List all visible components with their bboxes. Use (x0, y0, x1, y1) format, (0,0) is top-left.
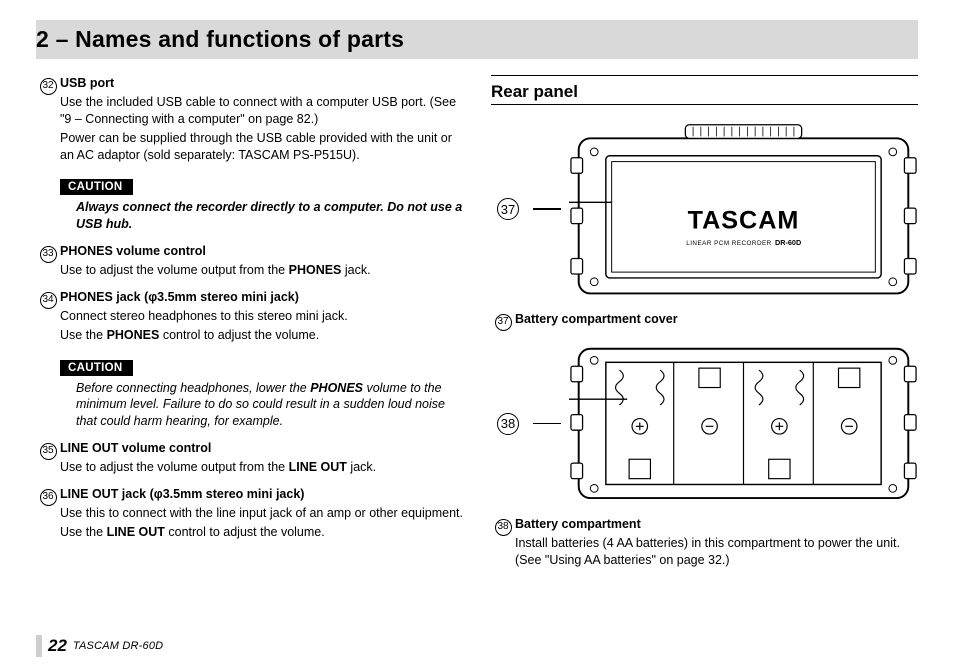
caution-text: Always connect the recorder directly to … (76, 199, 463, 233)
svg-text:LINEAR PCM RECORDER: LINEAR PCM RECORDER (686, 240, 771, 247)
item-number: 34 (40, 292, 57, 309)
item-head: USB port (60, 76, 114, 90)
callout-38: 38 (497, 413, 519, 435)
chapter-title-bar: 2 – Names and functions of parts (36, 20, 918, 59)
caution-text: Before connecting headphones, lower the … (76, 380, 463, 431)
caution-label: CAUTION (60, 179, 133, 195)
item-number: 35 (40, 443, 57, 460)
item-number: 37 (495, 314, 512, 331)
item-para: Use to adjust the volume output from the… (60, 459, 463, 476)
page-number: 22 (48, 636, 67, 656)
callout-leader (533, 423, 561, 424)
item-number: 32 (40, 78, 57, 95)
item-35: 35 LINE OUT volume control Use to adjust… (36, 440, 463, 476)
item-para: Connect stereo headphones to this stereo… (60, 308, 463, 325)
item-38: 38 Battery compartment Install batteries… (491, 516, 918, 569)
item-head: Battery compartment (515, 517, 641, 531)
item-para: Use the LINE OUT control to adjust the v… (60, 524, 463, 541)
footer-model: TASCAM DR-60D (73, 640, 163, 652)
figure-battery-compartment: 38 (491, 341, 918, 506)
footer: 22 TASCAM DR-60D (36, 635, 163, 657)
item-33: 33 PHONES volume control Use to adjust t… (36, 243, 463, 279)
item-para: Use the included USB cable to connect wi… (60, 94, 463, 128)
item-para: Use to adjust the volume output from the… (60, 262, 463, 279)
section-title: Rear panel (491, 82, 918, 105)
item-32: 32 USB port Use the included USB cable t… (36, 75, 463, 163)
figure-rear-panel: 37 (491, 117, 918, 301)
item-para: Use this to connect with the line input … (60, 505, 463, 522)
item-head: PHONES jack (φ3.5mm stereo mini jack) (60, 290, 299, 304)
item-number: 36 (40, 489, 57, 506)
item-para: Install batteries (4 AA batteries) in th… (515, 535, 918, 569)
item-number: 33 (40, 246, 57, 263)
item-head: Battery compartment cover (515, 312, 678, 326)
chapter-title: 2 – Names and functions of parts (36, 26, 910, 53)
svg-text:TASCAM: TASCAM (688, 206, 800, 234)
item-number: 38 (495, 519, 512, 536)
callout-leader (533, 208, 561, 209)
callout-37: 37 (497, 198, 519, 220)
left-column: 32 USB port Use the included USB cable t… (36, 75, 463, 579)
footer-bar-icon (36, 635, 42, 657)
caution-label: CAUTION (60, 360, 133, 376)
item-para: Power can be supplied through the USB ca… (60, 130, 463, 164)
item-34: 34 PHONES jack (φ3.5mm stereo mini jack)… (36, 289, 463, 344)
battery-compartment-diagram (569, 341, 918, 506)
item-head: LINE OUT jack (φ3.5mm stereo mini jack) (60, 487, 304, 501)
item-head: LINE OUT volume control (60, 441, 211, 455)
right-column: Rear panel 37 (491, 75, 918, 579)
item-para: Use the PHONES control to adjust the vol… (60, 327, 463, 344)
svg-text:DR-60D: DR-60D (775, 238, 801, 247)
rear-panel-diagram: TASCAM LINEAR PCM RECORDER DR-60D (569, 117, 918, 301)
item-36: 36 LINE OUT jack (φ3.5mm stereo mini jac… (36, 486, 463, 541)
item-head: PHONES volume control (60, 244, 206, 258)
item-37: 37 Battery compartment cover (491, 311, 918, 331)
